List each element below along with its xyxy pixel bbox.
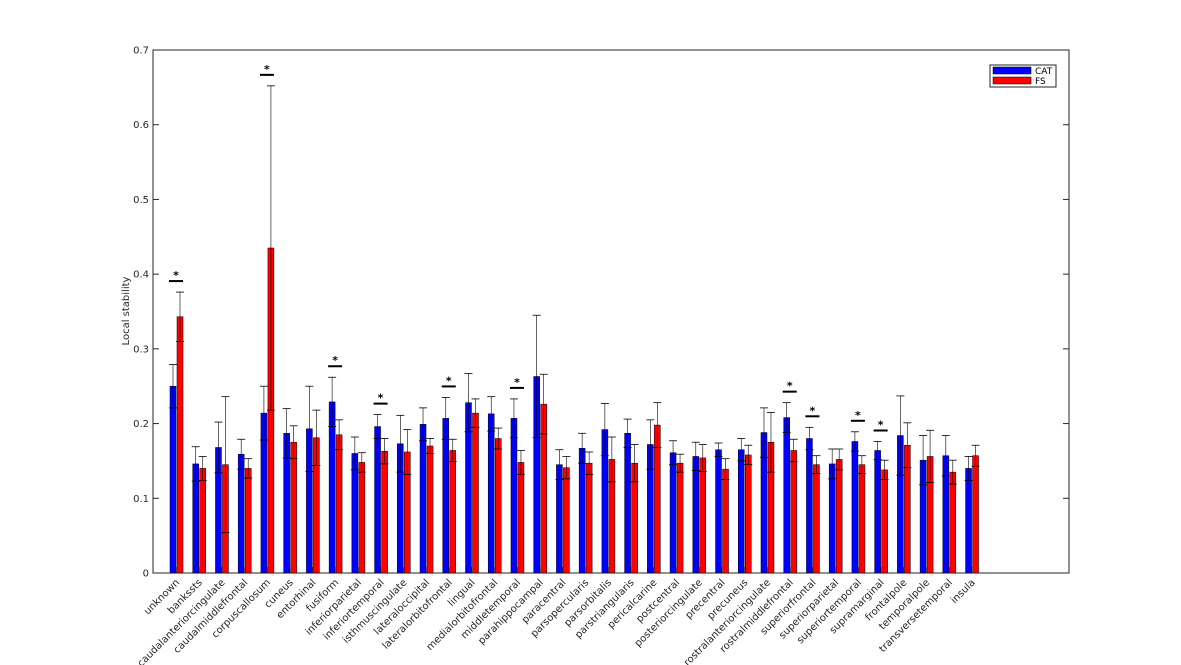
- bar-cat-lateralorbitofrontal: [442, 418, 450, 574]
- significance-star: *: [378, 392, 384, 405]
- bar-fs-supramarginal: [881, 469, 888, 574]
- significance-star: *: [878, 419, 884, 432]
- bar-fs-superiorfrontal: [813, 464, 820, 574]
- bar-cat-supramarginal: [874, 450, 881, 574]
- significance-star: *: [787, 380, 793, 393]
- bar-fs-medialorbitofrontal: [494, 438, 502, 574]
- bar-cat-caudalmiddlefrontal: [237, 453, 245, 574]
- y-tick-label: 0: [143, 569, 149, 580]
- significance-markers: * * * * * * * * * *: [169, 63, 888, 432]
- bar-fs-lateraloccipital: [426, 445, 434, 574]
- bar-fs-posteriorcingulate: [699, 457, 707, 574]
- bar-fs-fusiform: [335, 434, 343, 574]
- y-tick-label: 0.6: [133, 120, 149, 131]
- bar-fs-inferiorparietal: [358, 462, 366, 574]
- tick-labels: 00.10.20.30.40.50.60.7unknownbanksstscau…: [133, 46, 978, 665]
- bar-cat-precentral: [715, 449, 722, 574]
- y-axis-label: Local stability: [121, 276, 132, 345]
- bar-fs-cuneus: [290, 442, 297, 574]
- significance-star: *: [810, 404, 816, 417]
- bar-cat-posteriorcingulate: [692, 456, 700, 574]
- legend-label-cat: CAT: [1035, 67, 1053, 77]
- bar-fs-paracentral: [563, 467, 570, 574]
- bar-fs-precuneus: [745, 454, 752, 574]
- bar-cat-insula: [965, 468, 972, 574]
- y-tick-label: 0.7: [133, 46, 149, 57]
- bar-fs-middletemporal: [517, 462, 525, 574]
- error-bars-group: [169, 85, 980, 534]
- legend-swatch-fs: [992, 76, 1032, 85]
- bar-cat-inferiorparietal: [351, 453, 359, 574]
- significance-star: *: [332, 354, 338, 367]
- significance-star: *: [173, 269, 179, 282]
- bar-fs-lingual: [472, 412, 479, 574]
- significance-star: *: [855, 409, 861, 422]
- bar-fs-lateralorbitofrontal: [449, 450, 457, 574]
- bar-fs-unknown: [176, 316, 184, 574]
- legend-label-fs: FS: [1035, 77, 1046, 87]
- bar-fs-precentral: [722, 468, 729, 574]
- y-tick-label: 0.2: [133, 419, 149, 430]
- bar-fs-postcentral: [676, 462, 684, 574]
- bar-cat-medialorbitofrontal: [487, 413, 495, 574]
- bar-fs-bankssts: [199, 468, 206, 574]
- legend-swatch-cat: [992, 66, 1032, 75]
- bar-cat-rostralmiddlefrontal: [783, 417, 790, 574]
- bar-fs-caudalmiddlefrontal: [244, 468, 252, 574]
- y-tick-label: 0.3: [133, 344, 149, 355]
- x-tick-label: insula: [949, 577, 978, 606]
- bar-cat-parsopercularis: [578, 447, 586, 574]
- y-tick-label: 0.5: [133, 195, 149, 206]
- bar-cat-fusiform: [328, 401, 336, 574]
- bar-fs-superiortemporal: [858, 464, 866, 574]
- bar-cat-lateraloccipital: [419, 424, 427, 574]
- legend: CAT FS: [989, 64, 1057, 88]
- y-tick-label: 0.1: [133, 494, 149, 505]
- bar-fs-superiorparietal: [835, 459, 843, 574]
- bar-cat-superiorparietal: [828, 463, 836, 574]
- bar-cat-unknown: [169, 385, 177, 574]
- bar-cat-superiortemporal: [851, 441, 859, 574]
- significance-star: *: [264, 63, 270, 76]
- bar-cat-paracentral: [556, 464, 563, 574]
- significance-star: *: [514, 376, 520, 389]
- bar-fs-transversetemporal: [949, 471, 957, 574]
- y-tick-label: 0.4: [133, 270, 149, 281]
- bar-fs-rostralmiddlefrontal: [790, 450, 797, 574]
- bar-cat-precuneus: [738, 449, 745, 574]
- bar-fs-inferiortemporal: [381, 450, 388, 574]
- bar-fs-insula: [972, 455, 979, 574]
- bar-cat-middletemporal: [510, 418, 518, 574]
- bar-cat-superiorfrontal: [806, 438, 813, 574]
- bar-cat-parstriangularis: [624, 433, 631, 574]
- significance-star: *: [446, 374, 452, 387]
- bar-cat-postcentral: [669, 452, 677, 574]
- bar-cat-inferiortemporal: [374, 426, 381, 574]
- bar-fs-parsopercularis: [585, 462, 593, 574]
